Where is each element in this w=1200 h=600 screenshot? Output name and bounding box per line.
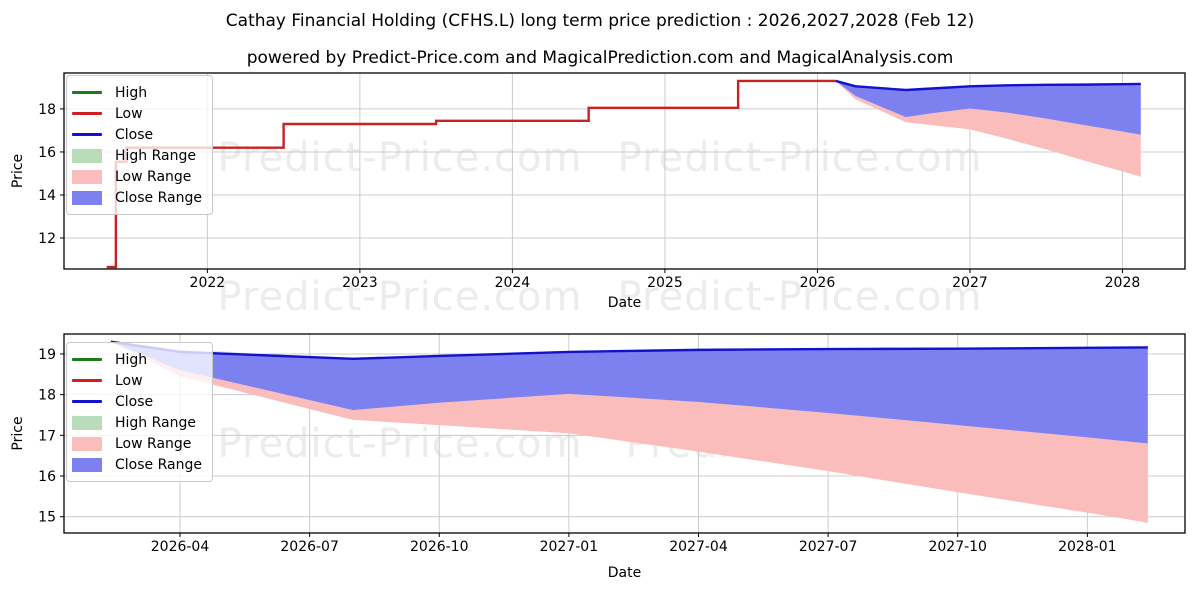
legend-item-low-range: Low Range <box>72 166 202 187</box>
legend-label: High <box>115 84 148 101</box>
legend-item-high: High <box>72 82 202 103</box>
y-tick-label: 12 <box>38 231 56 247</box>
x-tick-label: 2023 <box>342 275 378 291</box>
x-tick-label: 2025 <box>647 275 683 291</box>
legend-label: Close Range <box>115 456 202 473</box>
watermark-text: Predict-Price.com <box>617 274 983 320</box>
watermark-text: Predict-Price.com <box>217 135 583 181</box>
legend-swatch-line <box>72 358 102 361</box>
low-range-area <box>835 80 1141 177</box>
y-tick-label: 17 <box>38 428 56 444</box>
watermark-text: Predict-Price.com <box>617 135 983 181</box>
x-tick-label: 2027-10 <box>928 539 987 555</box>
low-range-area <box>110 341 1148 523</box>
close-range-area <box>835 80 1141 135</box>
legend-label: Low Range <box>115 435 192 452</box>
legend-item-high-range: High Range <box>72 145 202 166</box>
legend-top-chart: High Low Close High Range Low Range Close Ran… <box>66 75 213 215</box>
legend-swatch-patch <box>72 169 102 184</box>
legend-item-low: Low <box>72 103 202 124</box>
x-tick-label: 2027-01 <box>540 539 599 555</box>
y-tick-label: 18 <box>38 388 56 404</box>
x-tick-label: 2027-04 <box>669 539 728 555</box>
y-axis-label: Price <box>10 154 26 188</box>
y-axis-label: Price <box>10 416 26 450</box>
legend-label: High Range <box>115 147 196 164</box>
bottom-chart: 2026-04 2026-07 2026-10 2027-01 2027-04 2027-… <box>10 333 1186 581</box>
axes-frame <box>63 72 1186 270</box>
legend-swatch-patch <box>72 148 102 163</box>
legend-swatch-patch <box>72 457 102 472</box>
legend-swatch-line <box>72 400 102 403</box>
legend-swatch-patch <box>72 415 102 430</box>
x-tick-label: 2022 <box>190 275 226 291</box>
x-tick-label: 2028 <box>1105 275 1141 291</box>
legend-bottom-chart: High Low Close High Range Low Range Close Ran… <box>66 342 213 482</box>
x-tick-label: 2027 <box>952 275 988 291</box>
y-tick-label: 18 <box>38 102 56 118</box>
x-tick-label: 2027-07 <box>799 539 858 555</box>
x-tick-label: 2024 <box>495 275 531 291</box>
legend-swatch-line <box>72 112 102 115</box>
close-range-area <box>110 341 1148 444</box>
legend-swatch-patch <box>72 190 102 205</box>
x-tick-label: 2026-10 <box>410 539 469 555</box>
top-chart: 2022 2023 2024 2025 2026 2027 2028 12 14 16 18 Date… <box>10 72 1186 311</box>
legend-item-close: Close <box>72 124 202 145</box>
legend-swatch-patch <box>72 436 102 451</box>
watermark-text: Predict-Price.com <box>217 274 583 320</box>
chart-subtitle: powered by Predict-Price.com and Magical… <box>246 48 954 68</box>
legend-item-close: Close <box>72 391 202 412</box>
y-tick-label: 15 <box>38 510 56 526</box>
y-tick-label: 14 <box>38 188 56 204</box>
y-tick-label: 16 <box>38 469 56 485</box>
legend-item-high: High <box>72 349 202 370</box>
y-tick-label: 16 <box>38 145 56 161</box>
legend-item-close-range: Close Range <box>72 187 202 208</box>
close-line <box>835 79 1141 92</box>
x-tick-label: 2028-01 <box>1058 539 1117 555</box>
x-axis-label: Date <box>608 565 641 581</box>
legend-swatch-line <box>72 91 102 94</box>
x-tick-label: 2026-07 <box>280 539 339 555</box>
legend-label: High Range <box>115 414 196 431</box>
legend-swatch-line <box>72 133 102 136</box>
legend-label: Low Range <box>115 168 192 185</box>
legend-label: Close <box>115 126 154 143</box>
x-tick-label: 2026-04 <box>151 539 210 555</box>
close-line <box>110 340 1148 361</box>
page-title: Cathay Financial Holding (CFHS.L) long t… <box>225 11 975 31</box>
axes-frame <box>63 333 1186 534</box>
legend-label: High <box>115 351 148 368</box>
legend-label: Low <box>115 105 143 122</box>
legend-item-high-range: High Range <box>72 412 202 433</box>
y-tick-label: 19 <box>38 347 56 363</box>
legend-label: Close Range <box>115 189 202 206</box>
legend-item-low: Low <box>72 370 202 391</box>
legend-item-close-range: Close Range <box>72 454 202 475</box>
x-axis-label: Date <box>608 295 641 311</box>
legend-label: Close <box>115 393 154 410</box>
x-tick-label: 2026 <box>800 275 836 291</box>
legend-swatch-line <box>72 379 102 382</box>
legend-item-low-range: Low Range <box>72 433 202 454</box>
legend-label: Low <box>115 372 143 389</box>
